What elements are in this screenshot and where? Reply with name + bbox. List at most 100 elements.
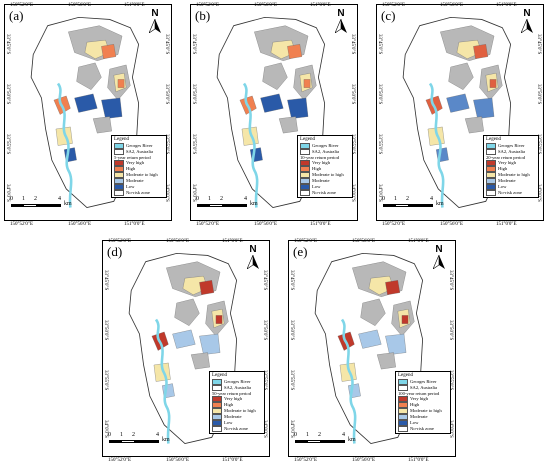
scale-tick-label: 0	[108, 432, 111, 438]
risk-zone-3	[262, 62, 288, 90]
latitude-label-left: 33°55'0"S	[377, 134, 382, 155]
latitude-label-right: 34°0'0"S	[164, 184, 169, 202]
legend-class-row: Moderate	[114, 178, 164, 184]
map-panel-c: (c) N Legend Georges River SA2, Australia 20-…	[376, 4, 544, 221]
latitude-label-left: 33°50'0"S	[377, 84, 382, 105]
scale-bar-graphic	[383, 204, 433, 207]
risk-zone-3	[76, 62, 102, 90]
legend-class-label: Moderate to high	[224, 408, 256, 414]
scale-tick-label: 2	[132, 432, 135, 438]
scale-tick-label: 2	[220, 196, 223, 202]
legend-class-row: Very high	[398, 396, 448, 402]
georges-river	[56, 82, 73, 208]
longitude-label-bottom: 150°56'0"E	[166, 458, 189, 463]
scale-tick-label: 0	[294, 432, 297, 438]
latitude-label-right: 33°50'0"S	[448, 320, 453, 341]
scale-tick-label: 0	[382, 196, 385, 202]
legend-class-row: Moderate	[212, 414, 262, 420]
north-arrow-icon: N	[245, 245, 261, 274]
legend-class-label: Moderate to high	[126, 172, 158, 178]
legend-class-label: No-risk zone	[312, 190, 336, 196]
scale-unit: km	[250, 201, 258, 207]
legend-title: Legend	[398, 373, 413, 379]
north-label: N	[523, 8, 531, 19]
latitude-label-left: 33°55'0"S	[5, 134, 10, 155]
risk-zone-2	[101, 44, 117, 59]
risk-zone-8	[74, 93, 98, 113]
scale-bar: 0 1 2 4 km	[196, 196, 266, 210]
legend-river-label: Georges River	[410, 378, 437, 384]
north-label: N	[151, 8, 159, 19]
legend-class-label: Low	[410, 420, 419, 426]
risk-zone-6	[401, 315, 409, 324]
arrow-icon	[246, 254, 259, 270]
legend-class-label: Very high	[410, 396, 428, 402]
north-label: N	[435, 244, 443, 255]
longitude-label-top: 150°56'0"E	[352, 239, 375, 244]
latitude-label-left: 34°0'0"S	[103, 420, 108, 438]
latitude-label-left: 33°50'0"S	[191, 84, 196, 105]
latitude-label-left: 33°45'0"S	[289, 270, 294, 291]
latitude-label-right: 33°55'0"S	[350, 134, 355, 155]
latitude-label-right: 34°0'0"S	[262, 420, 267, 438]
legend-class-label: High	[224, 402, 234, 408]
latitude-label-right: 34°0'0"S	[350, 184, 355, 202]
legend-class-label: Moderate to high	[498, 172, 530, 178]
scale-tick-label: 4	[156, 432, 159, 438]
scale-unit: km	[348, 437, 356, 443]
longitude-label-top: 151°0'0"E	[124, 3, 145, 8]
scale-tick-label: 4	[430, 196, 433, 202]
legend-class-row: Moderate to high	[114, 172, 164, 178]
legend-class-label: Very high	[224, 396, 242, 402]
legend-boundary-label: SA2, Australia	[410, 384, 438, 390]
legend-class-row: Low	[212, 420, 262, 426]
legend-class-label: Very high	[312, 160, 330, 166]
scale-bar-graphic	[197, 204, 247, 207]
longitude-label-bottom: 150°52'0"E	[108, 458, 131, 463]
latitude-label-left: 34°0'0"S	[289, 420, 294, 438]
legend: Legend Georges River SA2, Australia 50-year…	[209, 371, 265, 434]
latitude-label-right: 33°50'0"S	[164, 84, 169, 105]
latitude-label-right: 33°55'0"S	[536, 134, 541, 155]
longitude-label-bottom: 150°56'0"E	[254, 222, 277, 227]
legend-class-label: Low	[126, 184, 135, 190]
legend-class-row: Moderate	[300, 178, 350, 184]
risk-zone-8	[260, 93, 284, 113]
latitude-label-left: 33°55'0"S	[191, 134, 196, 155]
legend-class-label: Low	[498, 184, 507, 190]
scale-unit: km	[64, 201, 72, 207]
legend-period: 5-year return period	[114, 154, 151, 160]
arrow-icon	[520, 18, 533, 34]
risk-zone-10	[376, 352, 396, 370]
legend-class-label: Moderate	[224, 414, 242, 420]
georges-river	[428, 82, 445, 208]
risk-zone-2	[287, 44, 303, 59]
risk-zone-2	[199, 280, 215, 295]
legend-boundary-row: SA2, Australia	[486, 148, 536, 155]
legend: Legend Georges River SA2, Australia 10-year…	[297, 135, 353, 198]
latitude-label-right: 34°0'0"S	[448, 420, 453, 438]
georges-river	[242, 82, 259, 208]
risk-zone-6	[215, 315, 223, 324]
legend-title: Legend	[300, 137, 315, 143]
legend-class-row: High	[398, 402, 448, 408]
legend-class-label: High	[312, 166, 322, 172]
latitude-label-right: 33°55'0"S	[448, 370, 453, 391]
scale-tick-label: 2	[406, 196, 409, 202]
risk-zone-6	[303, 79, 311, 88]
scale-tick-label: 1	[22, 196, 25, 202]
arrow-icon	[334, 18, 347, 34]
legend-class-label: High	[126, 166, 136, 172]
legend-class-row: Moderate	[486, 178, 536, 184]
risk-zone-8	[446, 93, 470, 113]
map-panel-a: (a) N Legend Georges River SA2, Australia 5-y…	[4, 4, 172, 221]
risk-zone-3	[360, 298, 386, 326]
scale-tick-label: 4	[342, 432, 345, 438]
legend-boundary-label: SA2, Australia	[498, 148, 526, 154]
legend-class-row: No-risk zone	[300, 190, 350, 196]
legend-class-label: Moderate to high	[312, 172, 344, 178]
north-arrow-icon: N	[333, 9, 349, 38]
latitude-label-right: 33°50'0"S	[536, 84, 541, 105]
longitude-label-bottom: 150°56'0"E	[352, 458, 375, 463]
legend-class-label: Low	[224, 420, 233, 426]
